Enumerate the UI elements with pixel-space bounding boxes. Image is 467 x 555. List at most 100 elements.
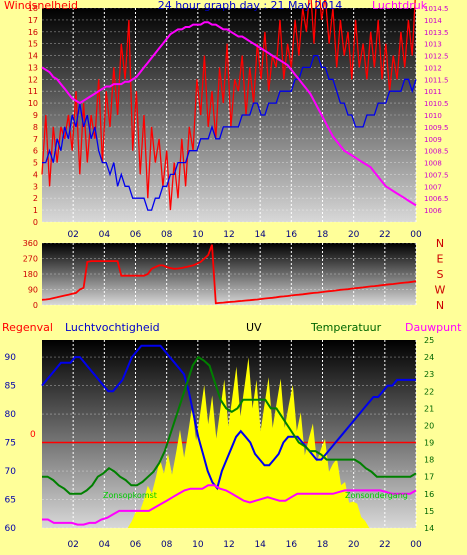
y-tick-label-direction: 0 xyxy=(33,301,38,310)
y-tick-label-wind: 4 xyxy=(33,170,38,179)
series-line-p2-0 xyxy=(41,244,417,305)
x-tick-label-p3: 14 xyxy=(254,540,266,550)
y-tick-label-pressure: 1007.5 xyxy=(424,171,449,179)
y-tick-label-wind: 6 xyxy=(33,147,38,156)
y-tick-label-wind: 14 xyxy=(28,52,38,61)
x-tick-label-p1: 08 xyxy=(161,230,173,240)
pressure-label: Luchtdruk xyxy=(372,0,428,12)
compass-label: S xyxy=(437,268,444,281)
legend-dauwpunt: Dauwpunt xyxy=(405,321,462,334)
y-tick-label-pressure: 1009 xyxy=(424,136,442,144)
y-tick-label-temperature: 19 xyxy=(424,439,434,448)
x-tick-label-p3: 12 xyxy=(223,540,234,550)
x-tick-label-p3: 00 xyxy=(410,540,422,550)
x-tick-label-p3: 20 xyxy=(348,540,360,550)
y-tick-label-wind: 0 xyxy=(33,218,38,227)
y-tick-label-pressure: 1013 xyxy=(424,41,442,49)
x-tick-label-p3: 22 xyxy=(379,540,390,550)
x-tick-label-p3: 02 xyxy=(67,540,78,550)
x-tick-label-p3: 18 xyxy=(317,540,329,550)
y-tick-label-wind: 9 xyxy=(33,111,38,120)
x-tick-label-p3: 16 xyxy=(286,540,298,550)
uv-area xyxy=(127,357,370,528)
legend-uv: UV xyxy=(246,321,262,334)
y-tick-label-humidity: 70 xyxy=(5,467,17,477)
y-tick-label-wind: 17 xyxy=(28,16,38,25)
x-tick-label-p1: 10 xyxy=(192,230,204,240)
x-tick-label-p1: 20 xyxy=(348,230,360,240)
compass-label: N xyxy=(436,299,444,312)
y-tick-label-humidity: 80 xyxy=(5,410,17,420)
compass-label: E xyxy=(437,253,444,266)
series-line-p3-0 xyxy=(41,344,416,491)
y-tick-label-wind: 18 xyxy=(28,4,38,13)
y-tick-label-pressure: 1006 xyxy=(424,207,442,215)
y-tick-label-temperature: 25 xyxy=(424,336,434,345)
x-tick-label-p1: 06 xyxy=(130,230,142,240)
y-tick-label-temperature: 21 xyxy=(424,404,434,413)
y-tick-label-direction: 360 xyxy=(23,239,38,248)
legend-luchtvochtigheid: Luchtvochtigheid xyxy=(65,321,160,334)
sunrise-label: Zonsopkomst xyxy=(103,491,157,500)
series-line-p1-0 xyxy=(41,0,416,211)
y-tick-label-temperature: 20 xyxy=(424,421,434,430)
x-tick-label-p1: 14 xyxy=(254,230,266,240)
x-tick-label-p1: 00 xyxy=(410,230,422,240)
y-tick-label-temperature: 15 xyxy=(424,507,434,516)
y-tick-label-humidity: 60 xyxy=(5,524,17,534)
y-tick-label-wind: 8 xyxy=(33,123,38,132)
y-tick-label-wind: 10 xyxy=(28,99,38,108)
x-tick-label-p1: 12 xyxy=(223,230,234,240)
y-tick-label-temperature: 24 xyxy=(424,353,434,362)
y-tick-label-wind: 12 xyxy=(28,75,38,84)
y-tick-label-direction: 180 xyxy=(23,270,38,279)
legend-regenval: Regenval xyxy=(2,321,53,334)
y-tick-label-wind: 13 xyxy=(28,63,38,72)
x-tick-label-p1: 16 xyxy=(286,230,298,240)
y-tick-label-temperature: 17 xyxy=(424,473,434,482)
x-tick-label-p1: 18 xyxy=(317,230,329,240)
y-tick-label-pressure: 1008 xyxy=(424,160,442,168)
compass-label: W xyxy=(435,284,446,297)
y-tick-label-pressure: 1007 xyxy=(424,183,442,191)
series-line-p3-2 xyxy=(42,484,417,526)
y-tick-label-wind: 11 xyxy=(28,87,38,96)
x-tick-label-p1: 22 xyxy=(379,230,390,240)
y-tick-label-temperature: 22 xyxy=(424,387,434,396)
rain-zero-label: 0 xyxy=(30,430,36,440)
y-tick-label-direction: 90 xyxy=(28,286,38,295)
y-tick-label-pressure: 1008.5 xyxy=(424,148,449,156)
x-tick-label-p1: 02 xyxy=(67,230,78,240)
y-tick-label-humidity: 90 xyxy=(5,353,17,363)
y-tick-label-pressure: 1013.5 xyxy=(424,29,449,37)
y-tick-label-wind: 15 xyxy=(28,40,38,49)
y-tick-label-pressure: 1014 xyxy=(424,17,442,25)
y-tick-label-temperature: 18 xyxy=(424,456,434,465)
y-tick-label-humidity: 75 xyxy=(5,439,16,449)
series-line-p3-1 xyxy=(42,355,417,495)
y-tick-label-humidity: 85 xyxy=(5,382,16,392)
y-tick-label-temperature: 23 xyxy=(424,370,434,379)
y-tick-label-pressure: 1014.5 xyxy=(424,5,449,13)
x-tick-label-p3: 04 xyxy=(99,540,111,550)
y-tick-label-wind: 7 xyxy=(33,135,38,144)
y-tick-label-humidity: 65 xyxy=(5,496,16,506)
y-tick-label-pressure: 1006.5 xyxy=(424,195,449,203)
y-tick-label-pressure: 1011 xyxy=(424,88,442,96)
series-line-p1-2 xyxy=(41,21,417,207)
legend-temperatuur: Temperatuur xyxy=(310,321,382,334)
y-tick-label-pressure: 1010.5 xyxy=(424,100,449,108)
y-tick-label-direction: 270 xyxy=(23,255,38,264)
y-tick-label-wind: 5 xyxy=(33,159,38,168)
y-tick-label-wind: 1 xyxy=(33,206,38,215)
x-tick-label-p1: 04 xyxy=(99,230,111,240)
x-tick-label-p3: 06 xyxy=(130,540,142,550)
y-tick-label-pressure: 1009.5 xyxy=(424,124,449,132)
series-line-p1-1 xyxy=(42,54,417,211)
y-tick-label-pressure: 1010 xyxy=(424,112,442,120)
sunset-label: Zonsondergang xyxy=(345,491,408,500)
y-tick-label-pressure: 1012.5 xyxy=(424,53,449,61)
y-tick-label-temperature: 16 xyxy=(424,490,434,499)
winddir-panel xyxy=(42,243,416,305)
